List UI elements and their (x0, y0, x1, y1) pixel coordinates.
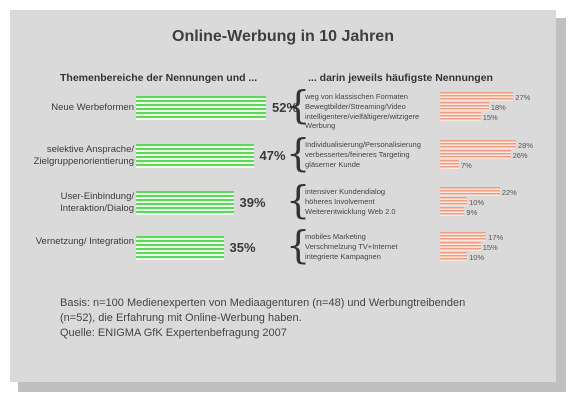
sub-item-label: gläserner Kunde (305, 160, 361, 169)
group-brace: { (286, 178, 311, 222)
category-label: User-Einbindung/ Interaktion/Dialog (60, 191, 134, 214)
sub-bar (440, 140, 516, 149)
sub-item-label: mobiles Marketing (305, 232, 366, 241)
chart-card: Online-Werbung in 10 Jahren Themenbereic… (10, 10, 556, 382)
sub-bar (440, 197, 468, 206)
sub-value-label: 27% (515, 93, 531, 102)
sub-bar (440, 207, 465, 216)
category-label: Vernetzung/ Integration (35, 236, 134, 247)
sub-item-label: höheres Involvement (305, 197, 375, 206)
sub-bar (440, 160, 459, 169)
main-value-label: 47% (259, 148, 286, 163)
main-bar (136, 96, 266, 120)
sub-bar (440, 150, 511, 159)
group-brace: { (286, 223, 311, 267)
sub-bar (440, 102, 489, 111)
group-brace: { (286, 131, 311, 175)
sub-item-label: Verschmelzung TV+Internet (305, 242, 398, 251)
sub-item-label: Weiterentwicklung Web 2.0 (305, 207, 396, 216)
main-bar (136, 236, 224, 260)
sub-item-label: Bewegtbilder/Streaming/Video (305, 102, 406, 111)
footnote: Basis: n=100 Medienexperten von Mediaage… (60, 296, 540, 341)
sub-item-label: Individualisierung/Personalisierung (305, 140, 421, 149)
basis-line-2: (n=52), die Erfahrung mit Online-Werbung… (60, 312, 302, 324)
category-label: selektive Ansprache/ Zielgruppenorientie… (33, 144, 134, 167)
basis-line-1: Basis: n=100 Medienexperten von Mediaage… (60, 297, 466, 309)
main-value-label: 35% (229, 240, 256, 255)
sub-value-label: 10% (469, 198, 485, 207)
sub-item-label: integrierte Kampagnen (305, 252, 381, 261)
main-bar (136, 144, 254, 168)
sub-value-label: 10% (469, 253, 485, 262)
sub-bar (440, 252, 468, 261)
sub-value-label: 18% (490, 103, 506, 112)
chart-title: Online-Werbung in 10 Jahren (172, 28, 394, 45)
sub-item-label: verbessertes/feineres Targeting (305, 150, 410, 159)
sub-value-label: 15% (482, 113, 498, 122)
sub-bar (440, 187, 500, 196)
sub-value-label: 28% (518, 141, 534, 150)
sub-value-label: 22% (501, 188, 517, 197)
source-line: Quelle: ENIGMA GfK Expertenbefragung 200… (60, 327, 287, 339)
sub-bar (440, 112, 481, 121)
sub-value-label: 9% (466, 208, 478, 217)
right-column-header: ... darin jeweils häufigste Nennungen (308, 72, 493, 84)
sub-bar (440, 92, 514, 101)
sub-value-label: 7% (461, 161, 472, 170)
sub-bar (440, 242, 481, 251)
sub-value-label: 15% (482, 243, 498, 252)
sub-item-label: intensiver Kundendialog (305, 187, 386, 196)
main-value-label: 39% (239, 195, 266, 210)
sub-item-label: intelligentere/vielfältigere/witzigere W… (305, 112, 420, 130)
main-bar (136, 191, 234, 215)
category-label: Neue Werbeformen (51, 102, 134, 113)
sub-value-label: 26% (512, 151, 528, 160)
group-brace: { (286, 83, 311, 127)
sub-item-label: weg von klassischen Formaten (305, 92, 408, 101)
main-value-label: 52% (272, 100, 299, 115)
sub-value-label: 17% (488, 233, 504, 242)
left-column-header: Themenbereiche der Nennungen und ... (60, 72, 258, 84)
sub-bar (440, 232, 487, 241)
